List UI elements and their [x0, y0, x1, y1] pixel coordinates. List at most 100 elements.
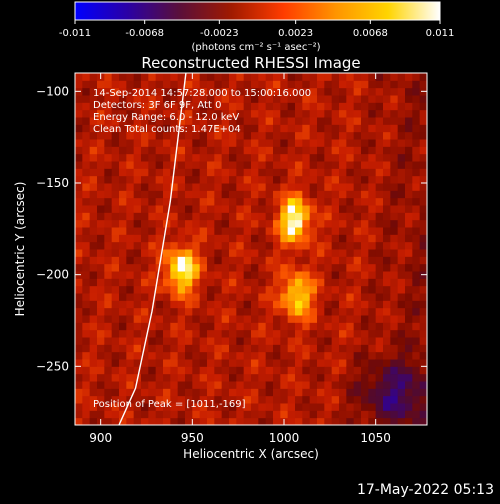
heatmap-cell	[361, 212, 369, 221]
heatmap-cell	[368, 168, 377, 177]
heatmap-cell	[243, 293, 252, 301]
heatmap-cell	[383, 87, 391, 96]
heatmap-cell	[317, 190, 325, 199]
heatmap-cell	[111, 205, 120, 213]
heatmap-cell	[295, 249, 303, 257]
heatmap-cell	[287, 73, 296, 81]
heatmap-cell	[177, 300, 186, 309]
heatmap-cell	[361, 300, 369, 309]
heatmap-cell	[324, 161, 333, 169]
heatmap-cell	[258, 410, 267, 419]
heatmap-cell	[133, 388, 142, 397]
heatmap-cell	[251, 329, 259, 338]
heatmap-cell	[287, 205, 296, 213]
heatmap-cell	[390, 168, 399, 177]
heatmap-cell	[361, 337, 369, 345]
heatmap-cell	[97, 197, 105, 206]
heatmap-cell	[339, 322, 347, 331]
heatmap-cell	[229, 271, 237, 279]
heatmap-cell	[192, 168, 201, 177]
heatmap-cell	[280, 234, 289, 243]
heatmap-cell	[419, 161, 427, 169]
heatmap-cell	[353, 241, 362, 250]
heatmap-cell	[133, 322, 142, 331]
heatmap-cell	[89, 80, 98, 89]
heatmap-cell	[419, 373, 427, 382]
heatmap-cell	[207, 373, 215, 382]
heatmap-cell	[170, 109, 179, 118]
heatmap-cell	[214, 337, 223, 345]
heatmap-cell	[133, 293, 142, 301]
heatmap-cell	[265, 410, 274, 419]
heatmap-cell	[280, 109, 289, 118]
heatmap-cell	[185, 381, 193, 389]
heatmap-cell	[192, 256, 201, 265]
heatmap-cell	[221, 329, 230, 338]
heatmap-cell	[236, 329, 245, 338]
heatmap-cell	[265, 117, 274, 125]
heatmap-cell	[214, 278, 223, 287]
heatmap-cell	[397, 300, 406, 309]
heatmap-cell	[280, 359, 289, 367]
heatmap-cell	[148, 95, 157, 103]
heatmap-cell	[148, 278, 157, 287]
heatmap-cell	[89, 131, 98, 140]
heatmap-cell	[309, 249, 318, 257]
heatmap-cell	[273, 241, 281, 250]
heatmap-cell	[317, 322, 325, 331]
heatmap-cell	[236, 256, 245, 265]
heatmap-cell	[192, 219, 201, 228]
heatmap-cell	[273, 403, 281, 411]
heatmap-cell	[141, 373, 149, 382]
heatmap-cell	[405, 124, 413, 133]
heatmap-cell	[163, 366, 171, 375]
heatmap-cell	[97, 234, 105, 243]
heatmap-cell	[133, 219, 142, 228]
heatmap-cell	[309, 168, 318, 177]
heatmap-cell	[185, 124, 193, 133]
heatmap-cell	[353, 161, 362, 169]
heatmap-cell	[133, 249, 142, 257]
heatmap-cell	[361, 417, 369, 425]
heatmap-cell	[97, 80, 105, 89]
heatmap-cell	[155, 102, 164, 111]
heatmap-cell	[419, 146, 427, 155]
heatmap-cell	[236, 175, 245, 184]
heatmap-cell	[155, 219, 164, 228]
heatmap-cell	[361, 146, 369, 155]
heatmap-cell	[141, 315, 149, 323]
heatmap-cell	[390, 322, 399, 331]
heatmap-cell	[148, 256, 157, 265]
heatmap-cell	[148, 337, 157, 345]
heatmap-cell	[133, 197, 142, 206]
heatmap-cell	[111, 322, 120, 331]
heatmap-cell	[302, 146, 311, 155]
heatmap-cell	[104, 197, 113, 206]
heatmap-cell	[353, 366, 362, 375]
heatmap-cell	[163, 234, 171, 243]
heatmap-cell	[287, 307, 296, 316]
heatmap-cell	[155, 381, 164, 389]
heatmap-cell	[397, 161, 406, 169]
heatmap-cell	[295, 417, 303, 425]
heatmap-cell	[199, 102, 208, 111]
heatmap-cell	[353, 410, 362, 419]
heatmap-cell	[163, 307, 171, 316]
heatmap-cell	[207, 322, 215, 331]
heatmap-cell	[383, 168, 391, 177]
heatmap-cell	[419, 205, 427, 213]
heatmap-cell	[383, 175, 391, 184]
heatmap-cell	[207, 205, 215, 213]
y-tick-label: −200	[36, 268, 69, 282]
heatmap-cell	[221, 322, 230, 331]
heatmap-cell	[82, 263, 91, 272]
heatmap-cell	[317, 153, 325, 162]
heatmap-cell	[412, 417, 421, 425]
heatmap-cell	[309, 293, 318, 301]
heatmap-cell	[192, 263, 201, 272]
heatmap-cell	[324, 87, 333, 96]
heatmap-cell	[185, 183, 193, 191]
heatmap-cell	[126, 410, 135, 419]
heatmap-cell	[251, 205, 259, 213]
heatmap-cell	[119, 329, 127, 338]
